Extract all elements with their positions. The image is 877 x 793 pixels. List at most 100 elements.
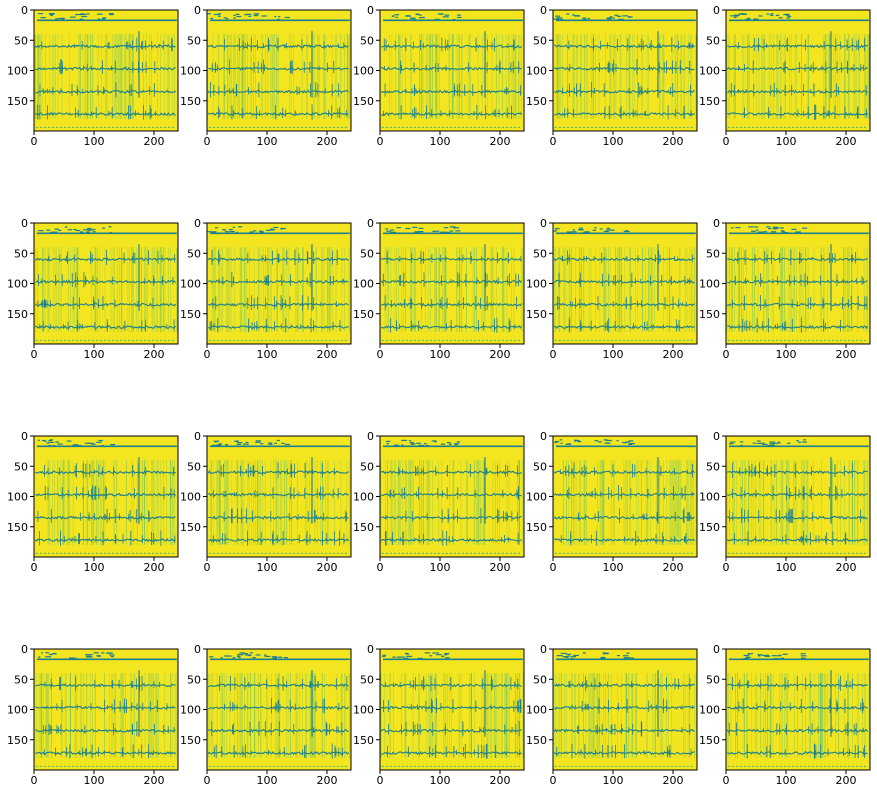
header-glyph: [627, 16, 633, 18]
header-glyph: [757, 231, 764, 233]
header-glyph: [572, 231, 577, 233]
subplot-19: 0 100 200 0 50 100 150: [526, 643, 698, 787]
subplot-1: 0 100 200 0 50 100 150: [7, 4, 179, 148]
header-glyph: [226, 655, 232, 657]
header-glyph: [785, 14, 790, 16]
trace-row-2: [380, 66, 522, 71]
y-tick-label: 0: [713, 430, 720, 443]
subplot-2: 0 100 200 0 50 100 150: [180, 4, 352, 148]
trace-row-1: [554, 44, 696, 49]
header-glyph: [98, 439, 103, 442]
x-tick-label: 100: [84, 348, 105, 361]
trace-row-1: [380, 257, 522, 262]
header-glyph: [215, 444, 222, 447]
header-glyph: [226, 17, 229, 20]
header-glyph: [622, 15, 629, 17]
trace-row-2: [208, 66, 349, 71]
header-glyph: [418, 444, 425, 447]
header-glyph: [802, 227, 808, 229]
trace-row-4: [34, 111, 176, 117]
y-tick-label: 50: [706, 460, 720, 473]
header-glyph: [255, 440, 261, 442]
header-glyph: [773, 227, 779, 229]
header-glyph: [232, 226, 235, 228]
header-glyph: [109, 232, 113, 234]
y-tick-label: 0: [713, 217, 720, 230]
header-glyph: [599, 228, 603, 230]
header-glyph: [59, 17, 65, 19]
header-glyph: [260, 443, 264, 445]
header-glyph: [61, 18, 64, 20]
heatmap-background: [207, 223, 351, 344]
header-glyph: [259, 230, 264, 232]
header-glyph: [80, 13, 85, 15]
trace-row-3: [726, 728, 869, 733]
header-glyph: [574, 15, 581, 17]
header-glyph: [567, 443, 571, 445]
header-glyph: [91, 443, 96, 445]
trace-row-3: [554, 89, 695, 94]
y-tick-label: 50: [706, 247, 720, 260]
header-glyph: [410, 443, 416, 445]
header-glyph: [606, 652, 610, 654]
subplot-6: 0 100 200 0 50 100 150: [7, 217, 179, 361]
heatmap-background: [34, 223, 178, 344]
x-tick-label: 0: [204, 774, 211, 787]
header-glyph: [594, 227, 597, 229]
header-glyph: [213, 440, 220, 442]
subplot-8: 0 100 200 0 50 100 150: [353, 217, 525, 361]
header-glyph: [756, 442, 762, 444]
header-glyph: [556, 17, 563, 19]
x-tick-label: 200: [663, 135, 684, 148]
y-tick-label: 50: [360, 460, 374, 473]
trace-row-4: [35, 324, 177, 330]
header-glyph: [775, 14, 780, 17]
header-glyph: [763, 231, 768, 233]
header-glyph: [382, 654, 387, 656]
header-glyph: [284, 443, 291, 446]
x-tick-label: 0: [723, 135, 730, 148]
header-glyph: [754, 226, 759, 228]
header-glyph: [409, 442, 414, 444]
header-glyph: [75, 657, 78, 659]
heatmap-background: [34, 10, 178, 131]
header-glyph: [213, 13, 220, 16]
header-glyph: [79, 231, 84, 233]
x-tick-label: 0: [204, 561, 211, 574]
header-glyph: [602, 653, 609, 655]
header-glyph: [278, 16, 281, 18]
header-glyph: [607, 18, 612, 20]
header-glyph: [108, 13, 114, 15]
header-glyph: [739, 441, 744, 443]
header-glyph: [429, 655, 433, 657]
header-glyph: [67, 229, 73, 231]
header-glyph: [277, 656, 283, 658]
header-glyph: [574, 439, 580, 442]
header-glyph: [582, 17, 587, 19]
header-glyph: [772, 228, 778, 230]
header-glyph: [756, 440, 761, 442]
y-tick-label: 50: [533, 34, 547, 47]
subplot-3: 0 100 200 0 50 100 150: [353, 4, 525, 148]
header-glyph: [276, 439, 280, 442]
x-tick-label: 0: [31, 348, 38, 361]
y-tick-label: 150: [526, 734, 547, 747]
header-glyph: [79, 18, 84, 20]
header-glyph: [440, 443, 445, 445]
header-glyph: [267, 442, 273, 444]
header-glyph: [394, 14, 400, 16]
header-glyph: [48, 444, 52, 447]
y-tick-label: 0: [21, 430, 28, 443]
x-tick-label: 100: [603, 774, 624, 787]
x-tick-label: 100: [603, 135, 624, 148]
x-tick-label: 0: [377, 135, 384, 148]
x-tick-label: 200: [490, 348, 511, 361]
header-glyph: [778, 654, 782, 657]
header-glyph: [410, 17, 416, 19]
y-tick-label: 100: [7, 704, 28, 717]
header-glyph: [628, 440, 634, 442]
header-glyph: [419, 17, 425, 19]
trace-row-1: [727, 257, 868, 262]
header-glyph: [625, 441, 630, 443]
